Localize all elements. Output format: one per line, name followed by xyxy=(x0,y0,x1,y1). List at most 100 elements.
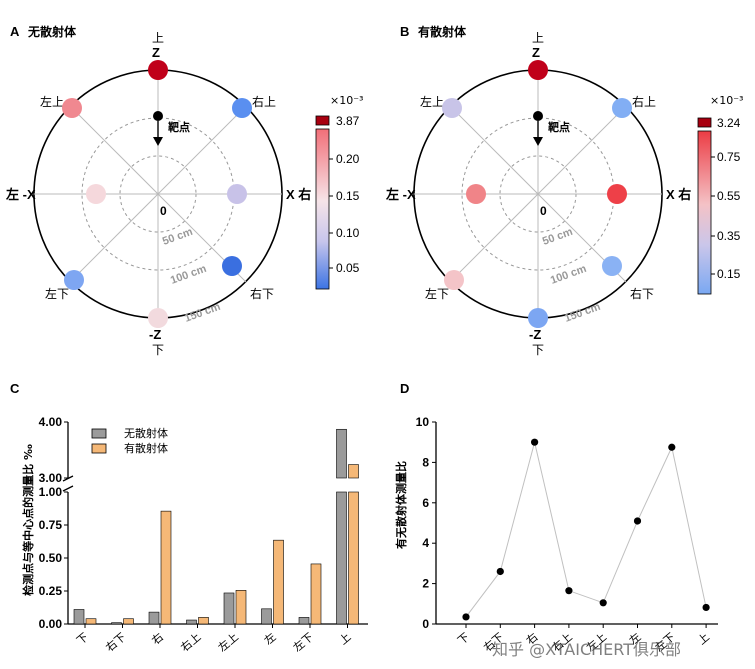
point-左上 xyxy=(599,599,607,607)
ring-label-150: 150 cm xyxy=(183,301,222,325)
panel-c: C 检测点与等中心点的测量比 ‰ 0.00 0.25 0.50 0.75 1.003.0… xyxy=(10,381,368,654)
colorbar-b-tick-1: 0.75 xyxy=(717,150,741,164)
chart-d-ytick-label: 8 xyxy=(422,455,429,469)
point-右下 xyxy=(222,256,242,276)
label-lower-right: 右下 xyxy=(630,286,654,301)
panel-a: A 无散射体 靶点 0 50 cm 100 cm 150 cm 上 Z -Z 下… xyxy=(6,24,363,357)
point-右下 xyxy=(496,567,504,576)
bar-无散射体-下 xyxy=(73,609,85,625)
point-下 xyxy=(528,308,548,328)
chart-d-xlabel: 下 xyxy=(455,630,472,647)
panel-b-title: 有散射体 xyxy=(418,24,467,39)
bar-有散射体-右上 xyxy=(198,617,209,625)
chart-d-ytick-label: 2 xyxy=(422,577,429,591)
chart-c-xlabel: 右 xyxy=(149,630,166,648)
label-lower-left: 左下 xyxy=(45,286,69,301)
point-上 xyxy=(702,603,710,612)
label-upper-right: 右上 xyxy=(252,94,276,109)
chart-c-ytick-label: 0.25 xyxy=(39,584,63,598)
bar-有散射体-右下 xyxy=(123,618,134,625)
label-upper-left: 左上 xyxy=(420,94,444,109)
label-lower-right: 右下 xyxy=(250,286,274,301)
colorbar-b-multiplier: ×10⁻³ xyxy=(710,94,743,107)
point-左 xyxy=(466,184,486,204)
ring-label-50: 50 cm xyxy=(161,226,195,248)
point-左下 xyxy=(444,270,464,290)
ring-label-100: 100 cm xyxy=(549,263,588,287)
chart-c-xlabels: 下右下 右右上 左上 左左下 上 xyxy=(74,624,353,654)
point-右 xyxy=(227,184,247,204)
label-right: X 右 xyxy=(286,187,311,202)
bar-无散射体-左 xyxy=(261,608,272,625)
colorbar-b-max-label: 3.24 xyxy=(717,116,741,130)
colorbar-b-tick-4: 0.15 xyxy=(717,267,741,281)
chart-c-axes xyxy=(62,422,368,625)
chart-c-ytick-label: 4.00 xyxy=(39,415,63,429)
panel-c-label: C xyxy=(10,381,20,396)
label-top-cn: 上 xyxy=(532,31,544,45)
axis-diag-2 xyxy=(449,105,627,283)
axis-diag-2 xyxy=(69,105,247,283)
colorbar-a: ×10⁻³ 3.87 0.20 0.15 0.10 0.05 xyxy=(315,94,363,290)
bar-无散射体-左下 xyxy=(298,617,310,625)
chart-c-ytick-label: 1.00 xyxy=(39,485,63,499)
chart-d-ytick-label: 4 xyxy=(422,536,429,550)
center-label: 0 xyxy=(160,204,167,218)
point-上 xyxy=(148,60,168,80)
bar-有散射体-上-lower xyxy=(348,491,359,625)
label-bottom: -Z xyxy=(529,327,541,342)
label-upper-left: 左上 xyxy=(40,94,64,109)
target-dot xyxy=(533,111,543,121)
point-左下 xyxy=(64,270,84,290)
chart-d-line xyxy=(465,442,707,618)
target-arrow-head xyxy=(153,137,163,146)
chart-d-ytick-label: 10 xyxy=(416,415,430,429)
chart-c-xlabel: 左下 xyxy=(291,630,316,654)
chart-c-break-mark-2 xyxy=(62,485,74,492)
chart-d-ytick-label: 6 xyxy=(422,496,429,510)
label-top: Z xyxy=(532,45,540,60)
bar-有散射体-上-upper xyxy=(348,464,359,479)
label-right: X 右 xyxy=(666,187,691,202)
colorbar-a-tick-4: 0.05 xyxy=(336,261,360,275)
chart-c-xlabel: 左 xyxy=(262,630,279,647)
chart-d-ytick-label: 0 xyxy=(422,617,429,631)
panel-b: B 有散射体 靶点 0 50 cm 100 cm 150 cm 上 Z -Z 下… xyxy=(386,24,743,357)
panel-a-title: 无散射体 xyxy=(27,24,77,39)
point-左 xyxy=(86,184,106,204)
point-右上 xyxy=(232,98,252,118)
ring-label-50: 50 cm xyxy=(541,226,575,248)
bar-有散射体-左上 xyxy=(235,590,247,625)
label-lower-left: 左下 xyxy=(425,286,449,301)
ring-label-150: 150 cm xyxy=(563,301,602,325)
chart-c-xlabel: 右下 xyxy=(103,630,129,655)
legend-label-scatter: 有散射体 xyxy=(124,441,168,455)
chart-c-ticks: 0.00 0.25 0.50 0.75 1.003.00 4.00 xyxy=(39,415,68,631)
point-左上 xyxy=(62,98,82,118)
colorbar-a-tick-1: 0.20 xyxy=(336,152,360,166)
chart-d-points xyxy=(462,438,710,621)
point-左下 xyxy=(668,443,676,451)
points-b xyxy=(442,60,632,328)
chart-c-bars xyxy=(73,428,359,625)
bar-有散射体-左下 xyxy=(310,563,322,625)
point-右上 xyxy=(565,587,573,595)
bar-无散射体-上-lower xyxy=(336,491,347,625)
point-右 xyxy=(607,184,627,204)
point-左上 xyxy=(442,98,462,118)
label-left: 左 -X xyxy=(6,187,36,202)
bar-无散射体-左上 xyxy=(223,592,235,625)
panel-a-label: A xyxy=(10,24,20,39)
colorbar-b-tick-2: 0.55 xyxy=(717,189,741,203)
colorbar-a-max-swatch xyxy=(315,115,330,126)
colorbar-b: ×10⁻³ 3.24 0.75 0.55 0.35 0.15 xyxy=(697,94,743,295)
target-arrow-head xyxy=(533,137,543,146)
bar-无散射体-上-upper xyxy=(336,428,347,479)
label-bottom-cn: 下 xyxy=(532,343,544,357)
chart-d-ticks: 0 2 4 6 8 10 xyxy=(416,415,436,631)
target-dot xyxy=(153,111,163,121)
label-bottom-cn: 下 xyxy=(152,343,164,357)
colorbar-a-multiplier: ×10⁻³ xyxy=(330,94,363,107)
colorbar-a-gradient xyxy=(315,128,330,290)
